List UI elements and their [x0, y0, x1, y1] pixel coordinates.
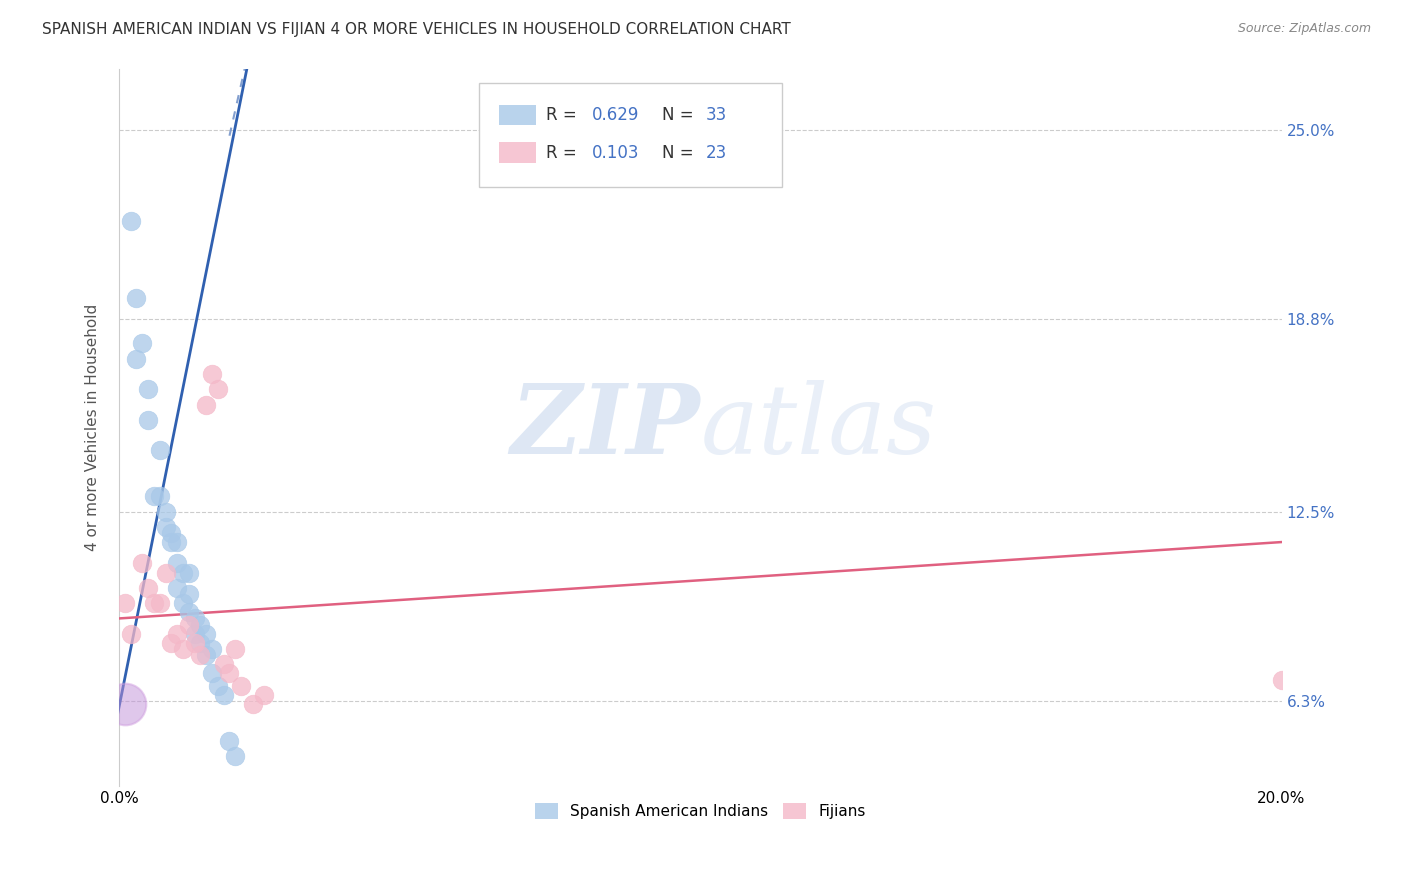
Point	[190, 648, 212, 662]
Point	[242, 697, 264, 711]
Point	[142, 489, 165, 503]
Point	[136, 413, 159, 427]
Point	[155, 520, 177, 534]
Point	[218, 733, 240, 747]
Point	[114, 596, 136, 610]
Point	[183, 611, 205, 625]
Point	[136, 382, 159, 396]
Point	[201, 642, 224, 657]
Point	[166, 535, 188, 549]
Point	[160, 525, 183, 540]
Text: Source: ZipAtlas.com: Source: ZipAtlas.com	[1237, 22, 1371, 36]
Point	[253, 688, 276, 702]
Point	[195, 398, 218, 412]
Text: 0.629: 0.629	[592, 106, 640, 124]
Text: 33: 33	[706, 106, 727, 124]
Point	[177, 617, 200, 632]
Point	[136, 581, 159, 595]
Point	[172, 566, 194, 580]
Point	[155, 504, 177, 518]
Point	[149, 596, 172, 610]
Point	[195, 648, 218, 662]
Point	[114, 697, 136, 711]
Point	[172, 642, 194, 657]
FancyBboxPatch shape	[479, 83, 782, 187]
Bar	[499, 143, 536, 162]
Point	[149, 489, 172, 503]
Text: ZIP: ZIP	[510, 381, 700, 475]
Point	[149, 443, 172, 458]
Point	[160, 636, 183, 650]
Point	[183, 636, 205, 650]
Point	[172, 596, 194, 610]
Point	[224, 748, 246, 763]
Text: R =: R =	[546, 144, 582, 161]
Point	[155, 566, 177, 580]
Text: 0.103: 0.103	[592, 144, 640, 161]
Point	[195, 626, 218, 640]
Text: R =: R =	[546, 106, 582, 124]
Point	[177, 605, 200, 619]
Point	[166, 626, 188, 640]
Point	[190, 636, 212, 650]
Point	[1270, 673, 1292, 687]
Text: atlas: atlas	[700, 381, 936, 475]
Y-axis label: 4 or more Vehicles in Household: 4 or more Vehicles in Household	[86, 304, 100, 551]
Bar	[499, 105, 536, 125]
Point	[131, 557, 153, 571]
Point	[142, 596, 165, 610]
Point	[166, 581, 188, 595]
Point	[120, 214, 142, 228]
Point	[218, 666, 240, 681]
Point	[201, 367, 224, 381]
Point	[160, 535, 183, 549]
Point	[183, 626, 205, 640]
Point	[207, 679, 229, 693]
Point	[212, 657, 235, 672]
Text: 23: 23	[706, 144, 727, 161]
Point	[224, 642, 246, 657]
Point	[177, 566, 200, 580]
Legend: Spanish American Indians, Fijians: Spanish American Indians, Fijians	[529, 797, 872, 825]
Text: N =: N =	[662, 106, 699, 124]
Point	[166, 557, 188, 571]
Point	[125, 351, 148, 366]
Point	[125, 291, 148, 305]
Text: SPANISH AMERICAN INDIAN VS FIJIAN 4 OR MORE VEHICLES IN HOUSEHOLD CORRELATION CH: SPANISH AMERICAN INDIAN VS FIJIAN 4 OR M…	[42, 22, 792, 37]
Point	[177, 587, 200, 601]
Point	[190, 617, 212, 632]
Point	[131, 336, 153, 351]
Text: N =: N =	[662, 144, 699, 161]
Point	[207, 382, 229, 396]
Point	[229, 679, 252, 693]
Point	[201, 666, 224, 681]
Point	[212, 688, 235, 702]
Point	[120, 626, 142, 640]
